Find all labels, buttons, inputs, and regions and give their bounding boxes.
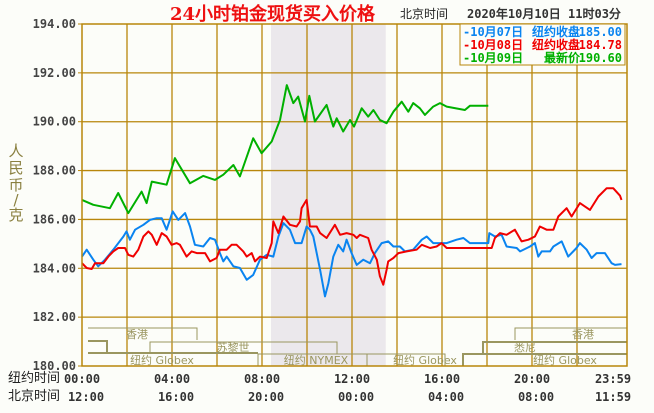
unit-char: /: [13, 191, 19, 209]
y-tick-label: 190.00: [33, 115, 76, 129]
legend-label: 纽约收盘: [532, 37, 580, 52]
session-bracket-nymex: [257, 353, 368, 366]
timezone-label: 北京时间: [400, 7, 448, 21]
unit-char: 克: [8, 206, 23, 224]
legend-value: 184.78: [579, 38, 622, 52]
nymex-session-shading: [271, 24, 386, 366]
legend-box: [459, 23, 626, 66]
ny-time-tick: 16:00: [424, 372, 460, 386]
session-bracket-globex3: [462, 353, 627, 366]
session-label-sydney: 悉尼: [514, 341, 536, 354]
session-label-globex1: 纽约 Globex: [130, 353, 194, 367]
session-bracket-sydney: [482, 341, 627, 353]
bj-time-tick: 12:00: [68, 390, 104, 404]
bj-time-tick: 04:00: [428, 390, 464, 404]
legend-date: -10月08日: [463, 38, 523, 52]
session-label-hongkong: 香港: [126, 328, 148, 341]
legend-label: 纽约收盘: [532, 24, 580, 39]
series-line-10月07日: [81, 210, 622, 298]
ny-time-label: 纽约时间: [8, 371, 60, 386]
session-label-hongkong2: 香港: [572, 328, 594, 341]
session-bracket-zurich: [149, 341, 338, 354]
y-tick-label: 188.00: [33, 164, 76, 178]
y-axis-unit-label: 人 民 币 / 克: [8, 142, 23, 224]
legend-value: 185.00: [579, 25, 622, 39]
bj-time-label: 北京时间: [8, 389, 60, 404]
series-line-10月09日: [81, 84, 489, 215]
y-tick-label: 180.00: [33, 359, 76, 373]
ny-time-tick: 20:00: [514, 372, 550, 386]
y-axis-ticks: 194.00 192.00 190.00 188.00 186.00 184.00 182.…: [33, 17, 82, 373]
y-tick-label: 192.00: [33, 66, 76, 80]
session-bracket-hongkong: [88, 327, 198, 340]
series-line-10月08日: [81, 187, 623, 286]
ny-time-tick: 04:00: [154, 372, 190, 386]
y-tick-label: 182.00: [33, 310, 76, 324]
bj-time-tick: 11:59: [595, 390, 631, 404]
bj-time-tick: 16:00: [158, 390, 194, 404]
bj-time-tick: 00:00: [338, 390, 374, 404]
legend-label: 最新价: [544, 50, 581, 65]
session-bracket-hongkong2: [514, 327, 627, 340]
x-axis-ticks: 00:00 04:00 08:00 12:00 16:00 20:00 23:59 12:00…: [64, 372, 631, 404]
ny-time-tick: 00:00: [64, 372, 100, 386]
ny-time-tick: 23:59: [595, 372, 631, 386]
unit-char: 民: [8, 159, 23, 177]
y-tick-label: 194.00: [33, 17, 76, 31]
legend-date: -10月09日: [463, 51, 523, 65]
ny-time-tick: 08:00: [244, 372, 280, 386]
bj-time-tick: 20:00: [248, 390, 284, 404]
bj-time-tick: 08:00: [518, 390, 554, 404]
session-bracket-globex2: [367, 353, 446, 366]
unit-char: 人: [8, 142, 23, 160]
unit-char: 币: [8, 176, 23, 194]
session-bracket-sydney-end: [88, 340, 108, 353]
legend-date: -10月07日: [463, 25, 523, 39]
ny-time-tick: 12:00: [334, 372, 370, 386]
price-series: [81, 84, 623, 298]
trading-sessions: [88, 327, 627, 366]
session-label-zurich: 苏黎世: [217, 340, 250, 354]
session-label-globex3: 纽约 Globex: [533, 353, 597, 367]
grid: [82, 24, 627, 366]
session-label-nymex: 纽约 NYMEX: [284, 353, 349, 367]
y-tick-label: 186.00: [33, 212, 76, 226]
timestamp: 2020年10月10日 11时03分: [467, 6, 621, 21]
session-label-globex2: 纽约 Globex: [393, 353, 457, 367]
plot-frame: [81, 23, 628, 367]
legend-value: 190.60: [579, 51, 622, 65]
y-tick-label: 184.00: [33, 261, 76, 275]
chart-title: 24小时铂金现货买入价格: [170, 3, 376, 25]
